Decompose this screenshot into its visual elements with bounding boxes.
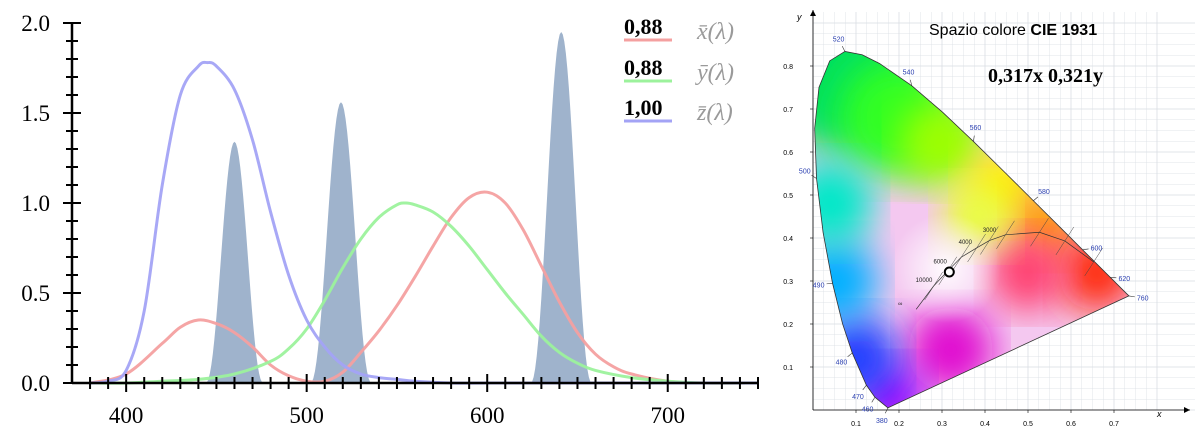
legend-name-1: x̄(λ) <box>696 19 734 45</box>
planckian-locus: ∞ 10000 6000 4000 3000 <box>898 218 1103 310</box>
spectral-bands <box>205 32 592 383</box>
temperature-label: 10000 <box>916 278 933 284</box>
wavelength-label: 580 <box>1038 189 1050 196</box>
cie-x-tick-label: 0.1 <box>851 421 861 428</box>
isotemperature-line <box>924 271 943 301</box>
cie-x-tick-label: 0.3 <box>937 421 947 428</box>
wavelength-tick <box>871 397 876 403</box>
cie-coordinate-readout: 0,317x 0,321y <box>988 65 1103 87</box>
cie-y-tick-label: 0.6 <box>783 150 793 157</box>
cie-y-tick-label: 0.2 <box>783 322 793 329</box>
isotemperature-line <box>1084 247 1103 277</box>
cie-x-arrow <box>1184 407 1190 413</box>
cie-y-tick-label: 0.3 <box>783 279 793 286</box>
wavelength-tick <box>910 79 913 86</box>
cie-title: Spazio colore CIE 1931 <box>929 22 1097 39</box>
isotemperature-line <box>967 233 986 263</box>
x-bar-curve <box>89 190 759 385</box>
temperature-label: 3000 <box>983 228 997 234</box>
cie-x-label: x <box>1156 409 1162 419</box>
spectral-band-2 <box>310 102 372 383</box>
y-tick-label: 2.0 <box>21 11 50 36</box>
y-tick-label: 0.0 <box>21 371 50 396</box>
wavelength-tick <box>811 174 817 179</box>
cie-y-tick-label: 0.5 <box>783 193 793 200</box>
cie-color-blob <box>814 238 878 324</box>
legend-value-2: 0,88 <box>624 55 663 80</box>
wavelength-tick <box>1033 196 1039 201</box>
cie-x-tick-label: 0.7 <box>1109 421 1119 428</box>
wavelength-label: 500 <box>799 168 811 175</box>
cie-x-tick-label: 0.5 <box>1023 421 1033 428</box>
y-tick-label: 0.5 <box>21 281 50 306</box>
wavelength-label: 760 <box>1137 296 1149 303</box>
wavelength-label: 470 <box>852 394 864 401</box>
white-point-circle <box>943 266 955 278</box>
isotemperature-line <box>1055 226 1075 256</box>
legend-value-3: 1,00 <box>624 95 663 120</box>
wavelength-label: 380 <box>876 418 888 425</box>
wavelength-tick <box>841 45 846 52</box>
wavelength-label: 600 <box>1091 245 1103 252</box>
cie-x-tick-label: 0.4 <box>980 421 990 428</box>
legend-name-2: ȳ(λ) <box>695 60 734 86</box>
isotemperature-line <box>952 243 971 272</box>
cie-y-label: y <box>796 12 802 22</box>
cie-color-blob <box>814 160 874 247</box>
planckian-curve <box>915 231 1094 310</box>
temperature-label: ∞ <box>898 301 902 307</box>
cie-x-tick-label: 0.6 <box>1066 421 1076 428</box>
x-tick-label: 400 <box>109 403 144 428</box>
wavelength-tick <box>862 384 867 391</box>
x-tick-label: 600 <box>470 403 505 428</box>
cie-axes: x y 0.1 0.2 0.3 0.4 0.5 0.6 0.7 0.1 0.2 0.3 0.4 0.5 0.… <box>783 10 1190 428</box>
cie-y-tick-label: 0.4 <box>783 236 793 243</box>
cmf-axes: 400 500 600 700 0.0 0.5 1.0 1.5 2.0 <box>21 11 759 428</box>
wavelength-label: 480 <box>836 359 848 366</box>
white-point-marker <box>943 266 955 278</box>
cie-y-tick-label: 0.7 <box>783 107 793 114</box>
temperature-label: 4000 <box>959 240 973 246</box>
cie-y-tick-label: 0.1 <box>783 365 793 372</box>
cie-x-tick-label: 0.2 <box>894 421 904 428</box>
wavelength-tick <box>826 282 833 285</box>
cmf-legend: 0,88 x̄(λ) 0,88 ȳ(λ) 1,00 z̄(λ) <box>624 14 734 126</box>
isotemperature-line <box>996 220 1015 249</box>
wavelength-tick <box>884 407 889 414</box>
wavelength-label: 620 <box>1118 276 1130 283</box>
y-tick-label: 1.5 <box>21 101 50 126</box>
wavelength-label: 460 <box>862 407 874 414</box>
wavelength-tick <box>1082 248 1089 251</box>
isotemperature-line <box>980 226 999 255</box>
cie-color-blob <box>989 233 1067 312</box>
wavelength-label: 540 <box>903 70 915 77</box>
wavelength-label: 560 <box>970 125 982 132</box>
isotemperature-line <box>1030 218 1049 247</box>
cie-chart: ∞ 10000 6000 4000 3000 x y 0.1 0.2 0.3 0.4 0.5 0.6 0… <box>783 10 1195 428</box>
wavelength-tick <box>1128 295 1135 298</box>
y-tick-label: 1.0 <box>21 191 50 216</box>
legend-value-1: 0,88 <box>624 14 663 39</box>
cie-text: Spazio colore CIE 1931 0,317x 0,321y <box>929 22 1103 87</box>
wavelength-label: 520 <box>833 36 845 43</box>
cie-y-arrow <box>810 10 816 16</box>
spectral-band-1 <box>205 141 264 383</box>
wavelength-label: 490 <box>813 282 825 289</box>
wavelength-tick <box>973 135 975 142</box>
wavelength-tick <box>847 352 853 357</box>
cie-gamut-fill <box>814 51 1129 408</box>
cie-y-tick-label: 0.8 <box>783 64 793 71</box>
spectral-band-3 <box>530 32 592 383</box>
x-tick-label: 500 <box>289 403 324 428</box>
y-bar-curve <box>90 201 759 385</box>
x-tick-label: 700 <box>650 403 685 428</box>
temperature-label: 6000 <box>934 259 948 265</box>
legend-name-3: z̄(λ) <box>696 100 733 126</box>
